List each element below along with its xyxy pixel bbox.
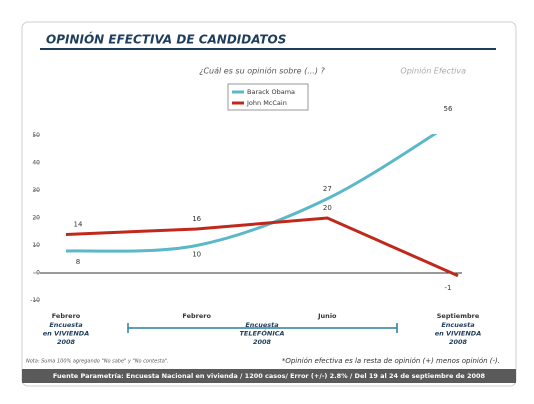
annotation: TELEFÓNICA: [239, 329, 284, 338]
chart-title: OPINIÓN EFECTIVA DE CANDIDATOS: [46, 32, 286, 47]
value-label: 10: [192, 251, 201, 259]
value-label: -1: [445, 284, 452, 292]
value-label: 27: [323, 185, 332, 193]
series-line: [65, 216, 459, 278]
legend: [227, 83, 309, 111]
x-tick-label: Junio: [317, 312, 337, 320]
value-label: 8: [76, 258, 80, 266]
subtitle: ¿Cuál es su opinión sobre (...) ?: [199, 66, 325, 76]
note: Nota: Suma 100% agregando "No sabe" y "N…: [26, 359, 169, 365]
annotation: 2008: [253, 338, 272, 346]
x-tick-label: Septiembre: [437, 312, 480, 320]
annotation: en VIVIENDA: [43, 330, 90, 338]
value-label: 56: [444, 105, 453, 113]
value-label: 14: [74, 221, 83, 229]
x-tick-label: Febrero: [52, 312, 81, 320]
value-label: 20: [323, 204, 332, 212]
annotation: Encuesta: [245, 321, 278, 329]
annotation: 2008: [57, 338, 76, 346]
subtitle-right: Opinión Efectiva: [400, 66, 466, 76]
x-tick-label: Febrero: [182, 312, 211, 320]
source-bar: [22, 369, 516, 383]
source: Fuente Parametría: Encuesta Nacional en …: [53, 372, 486, 380]
footnote: *Opinión efectiva es la resta de opinión…: [282, 357, 500, 365]
annotation: Encuesta: [441, 321, 474, 329]
annotation: 2008: [449, 338, 468, 346]
series-line: [65, 134, 438, 253]
legend-label: John McCain: [246, 99, 287, 107]
value-label: 16: [192, 215, 201, 223]
card: [21, 21, 517, 387]
annotation: en VIVIENDA: [435, 330, 482, 338]
legend-label: Barack Obama: [247, 88, 295, 96]
annotation: Encuesta: [49, 321, 82, 329]
